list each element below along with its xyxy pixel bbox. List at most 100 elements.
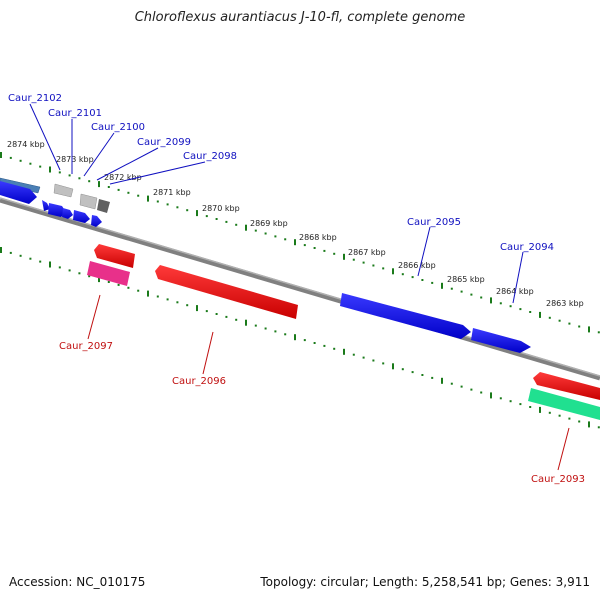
- gene-label-caur-2094[interactable]: Caur_2094: [500, 242, 554, 253]
- kbp-label: 2872 kbp: [104, 173, 142, 182]
- minor-tick: [186, 304, 189, 307]
- minor-tick: [137, 194, 140, 197]
- minor-tick: [215, 313, 218, 315]
- accession-label: Accession: NC_010175: [9, 575, 146, 589]
- gene-arrow-caur-2102-lower[interactable]: [0, 181, 37, 204]
- minor-tick: [58, 266, 61, 269]
- minor-tick: [529, 311, 532, 313]
- minor-tick: [9, 251, 12, 254]
- gene-arrow-caur-2098[interactable]: [91, 215, 102, 227]
- gene-label-caur-2095[interactable]: Caur_2095: [407, 217, 461, 228]
- leader-line: [87, 294, 101, 340]
- genome-summary-label: Topology: circular; Length: 5,258,541 bp…: [260, 575, 590, 589]
- minor-tick: [274, 235, 277, 238]
- gene-arrow-caur-2095[interactable]: [340, 293, 471, 339]
- minor-tick: [68, 174, 71, 177]
- minor-tick: [499, 302, 502, 305]
- major-tick: [343, 348, 345, 355]
- gene-label-caur-2097[interactable]: Caur_2097: [59, 341, 113, 352]
- minor-tick: [235, 223, 238, 226]
- leader-line: [29, 103, 61, 171]
- kbp-label: 2873 kbp: [56, 155, 94, 164]
- minor-tick: [225, 315, 228, 318]
- gene-label-caur-2093[interactable]: Caur_2093: [531, 474, 585, 485]
- map-title: Chloroflexus aurantiacus J-10-fl, comple…: [134, 10, 466, 25]
- major-tick: [245, 319, 247, 326]
- major-tick: [294, 334, 296, 341]
- minor-tick: [58, 171, 61, 174]
- gene-arrow-caur-2101[interactable]: [42, 200, 50, 211]
- gene-arrow-caur-2093[interactable]: [533, 372, 600, 400]
- minor-tick: [499, 397, 502, 400]
- gene-label-caur-2100[interactable]: Caur_2100: [91, 122, 145, 133]
- major-tick: [0, 247, 2, 253]
- gene-arrow-caur-2100-b[interactable]: [62, 208, 73, 219]
- major-tick: [588, 421, 590, 428]
- minor-tick: [117, 283, 120, 286]
- kbp-label: 2871 kbp: [153, 188, 191, 197]
- minor-tick: [411, 276, 414, 279]
- major-tick: [539, 311, 541, 318]
- minor-tick: [509, 305, 512, 308]
- minor-tick: [558, 319, 561, 322]
- gene-arrow-caur-2096[interactable]: [155, 265, 298, 319]
- minor-tick: [107, 186, 110, 188]
- minor-tick: [29, 162, 32, 165]
- minor-tick: [303, 339, 306, 342]
- forward-gene-labels: Caur_2102 Caur_2101 Caur_2100 Caur_2099 …: [8, 93, 554, 304]
- gene-label-caur-2101[interactable]: Caur_2101: [48, 108, 102, 119]
- minor-tick: [176, 206, 179, 209]
- leader-line: [512, 251, 524, 304]
- major-tick: [392, 268, 394, 275]
- gene-arrow-caur-2099[interactable]: [73, 210, 90, 223]
- gene-arrow-caur-2093-green[interactable]: [528, 388, 600, 420]
- minor-tick: [411, 371, 414, 374]
- minor-tick: [107, 281, 110, 283]
- major-tick: [588, 326, 590, 333]
- gene-label-caur-2096[interactable]: Caur_2096: [172, 376, 226, 387]
- minor-tick: [264, 232, 267, 235]
- minor-tick: [9, 156, 12, 159]
- minor-tick: [548, 411, 551, 414]
- minor-tick: [578, 325, 581, 328]
- major-tick: [49, 261, 51, 268]
- minor-tick: [509, 400, 512, 403]
- minor-tick: [352, 258, 355, 261]
- minor-tick: [558, 414, 561, 417]
- minor-tick: [597, 426, 600, 429]
- minor-tick: [156, 295, 159, 298]
- minor-tick: [460, 385, 463, 388]
- kbp-label: 2874 kbp: [7, 140, 45, 149]
- minor-tick: [254, 324, 257, 327]
- minor-tick: [205, 215, 208, 218]
- reverse-strand-features: [87, 244, 600, 420]
- leader-line: [557, 427, 570, 471]
- minor-tick: [568, 417, 571, 420]
- major-tick: [441, 377, 443, 384]
- minor-tick: [401, 368, 404, 371]
- minor-tick: [19, 159, 22, 162]
- kbp-label: 2870 kbp: [202, 204, 240, 213]
- gene-arrow-caur-2100[interactable]: [48, 203, 66, 217]
- gene-arrow-caur-2097-pink[interactable]: [87, 261, 130, 286]
- major-tick: [245, 224, 247, 231]
- minor-tick: [127, 286, 130, 289]
- gene-arrow-caur-2097[interactable]: [94, 244, 135, 268]
- minor-tick: [264, 327, 267, 330]
- minor-tick: [578, 420, 581, 423]
- minor-tick: [235, 318, 238, 321]
- gene-arrow-caur-2094[interactable]: [471, 328, 531, 353]
- minor-tick: [156, 200, 159, 203]
- minor-tick: [88, 180, 91, 183]
- minor-tick: [166, 203, 169, 206]
- gene-label-caur-2102[interactable]: Caur_2102: [8, 93, 62, 104]
- gene-label-caur-2098[interactable]: Caur_2098: [183, 151, 237, 162]
- minor-tick: [166, 298, 169, 301]
- minor-tick: [460, 290, 463, 293]
- minor-tick: [382, 267, 385, 270]
- minor-tick: [284, 333, 287, 336]
- gene-label-caur-2099[interactable]: Caur_2099: [137, 137, 191, 148]
- minor-tick: [29, 257, 32, 260]
- minor-tick: [274, 330, 277, 333]
